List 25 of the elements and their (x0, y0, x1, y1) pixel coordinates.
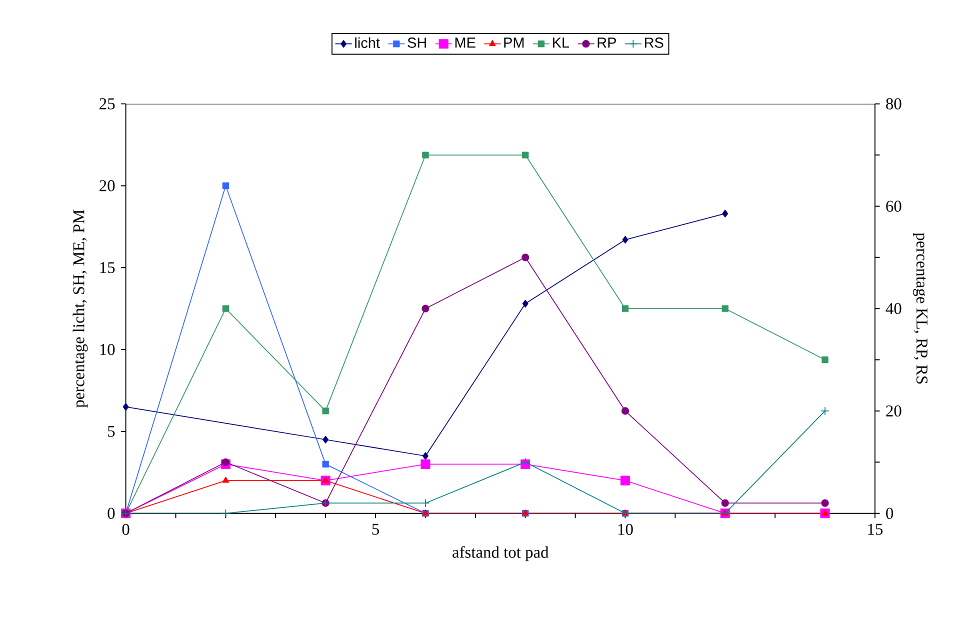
legend-label: KL (553, 38, 570, 48)
y2-tick-label: 80 (886, 98, 902, 110)
y2-axis-title: percentage KL, RP, RS (913, 232, 928, 384)
y2-tick-label: 20 (886, 405, 902, 416)
y2-tick-label: 0 (886, 508, 894, 519)
y-tick-label: 10 (100, 344, 115, 356)
legend-label: SH (408, 38, 426, 48)
x-tick-label: 10 (618, 524, 633, 535)
x-axis-title: afstand tot pad (452, 546, 549, 562)
legend-label: RP (598, 38, 616, 48)
x-tick-label: 0 (122, 524, 130, 535)
legend-label: PM (504, 38, 524, 48)
y-tick-label: 20 (100, 180, 115, 192)
legend-label: licht (355, 37, 380, 48)
y-axis-title: percentage licht, SH, ME, PM (72, 210, 88, 408)
y2-tick-label: 40 (886, 303, 902, 314)
x-tick-label: 15 (868, 524, 883, 535)
y2-tick-label: 60 (886, 200, 902, 212)
legend-label: RS (644, 38, 664, 48)
y-tick-label: 15 (100, 262, 115, 274)
y-tick-label: 0 (108, 508, 115, 519)
y-tick-label: 25 (100, 98, 115, 110)
x-tick-label: 5 (372, 524, 379, 535)
y-tick-label: 5 (108, 426, 115, 437)
legend-label: ME (455, 38, 476, 48)
